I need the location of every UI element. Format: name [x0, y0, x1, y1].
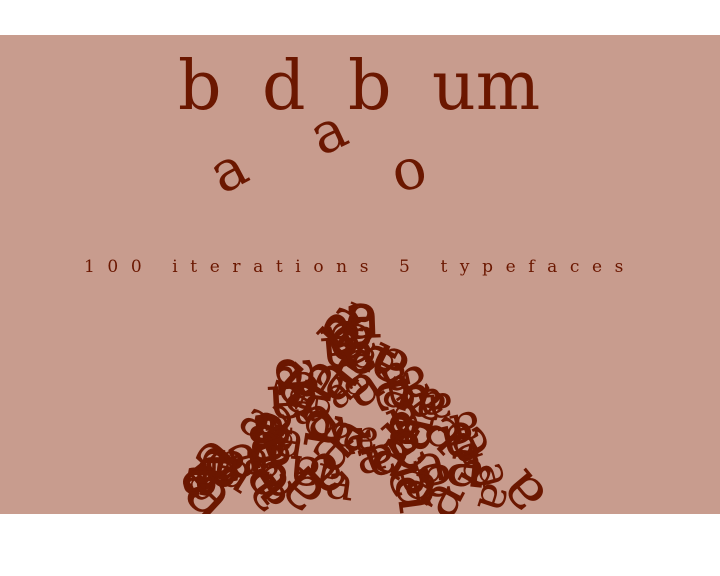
title-letters-um: um — [432, 47, 541, 126]
pile-glyph: a — [388, 405, 414, 455]
title-letter-b2: b — [348, 47, 392, 126]
pile-glyph: a — [163, 462, 229, 499]
pile-glyph: a — [379, 467, 462, 514]
title-letter-d: d — [262, 47, 306, 126]
poster-panel: b a d a b o um 100 iterations 5 typeface… — [0, 35, 720, 514]
title-letter-b1: b — [178, 47, 222, 126]
subtitle: 100 iterations 5 typefaces — [84, 257, 636, 277]
